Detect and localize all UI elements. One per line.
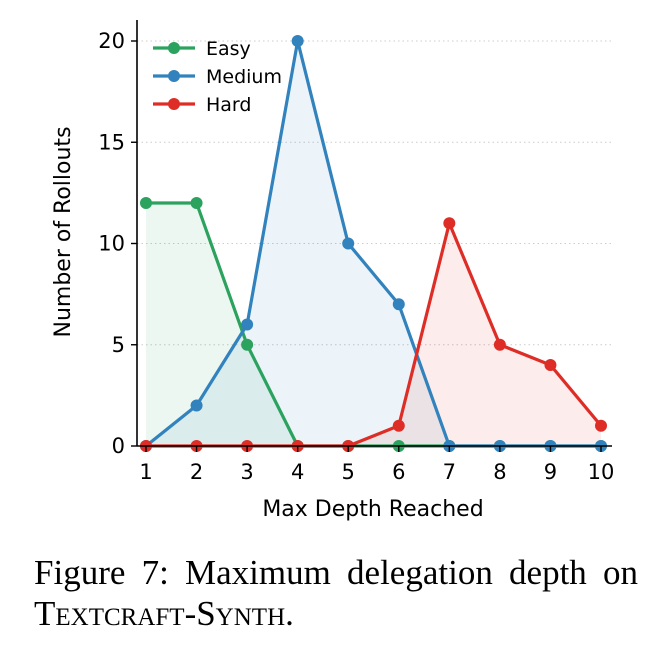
axes: 1 2 3 4 5 6 7 8 9 10 0 5 10 15 20	[98, 20, 614, 484]
data-point-easy	[241, 338, 254, 351]
caption-suffix: .	[285, 594, 294, 633]
caption-dataset-a: Textcraft	[34, 594, 185, 633]
data-point-medium	[291, 35, 304, 47]
line-chart: 1 2 3 4 5 6 7 8 9 10 0 5 10 15 20 Easy Medium Hard Max D…	[51, 20, 614, 522]
caption-dash: -	[184, 594, 197, 633]
data-point-easy	[190, 197, 203, 209]
series-fill-easy	[146, 203, 601, 446]
caption-dataset-b: Synth	[196, 594, 286, 633]
x-tick-label: 5	[342, 460, 355, 484]
x-tick-label: 9	[544, 460, 557, 484]
x-tick-label: 8	[493, 460, 506, 484]
series-fill-hard	[146, 223, 601, 446]
x-tick-label: 10	[588, 460, 615, 484]
data-point-medium	[190, 399, 203, 412]
x-tick-label: 7	[443, 460, 456, 484]
x-axis-label: Max Depth Reached	[262, 497, 483, 522]
data-point-easy	[140, 197, 152, 209]
y-axis-label: Number of Rollouts	[51, 126, 76, 337]
y-tick-label: 5	[112, 333, 125, 357]
x-tick-label: 1	[139, 460, 152, 484]
legend: Easy Medium Hard	[153, 38, 282, 116]
legend-marker-easy	[168, 42, 180, 54]
data-point-medium	[392, 298, 405, 311]
legend-label-medium: Medium	[206, 66, 282, 88]
x-tick-label: 3	[240, 460, 253, 484]
series-fill-medium	[146, 41, 601, 446]
data-point-hard	[595, 419, 607, 432]
area-fills	[146, 41, 601, 446]
legend-label-hard: Hard	[206, 94, 251, 116]
figure-caption: Figure 7: Maximum delegation depth on Te…	[34, 552, 638, 634]
x-tick-label: 4	[291, 460, 304, 484]
data-point-medium	[342, 237, 355, 250]
legend-marker-hard	[168, 98, 180, 110]
y-tick-label: 20	[98, 29, 125, 53]
data-point-medium	[241, 318, 254, 331]
data-point-hard	[493, 338, 506, 351]
legend-marker-medium	[168, 70, 180, 82]
data-point-hard	[392, 419, 405, 432]
x-tick-label: 2	[190, 460, 203, 484]
data-point-hard	[544, 359, 557, 371]
y-tick-label: 10	[98, 232, 125, 256]
caption-prefix: Figure 7: Maximum delegation depth on	[34, 553, 638, 592]
data-point-hard	[443, 217, 456, 230]
y-tick-label: 0	[112, 434, 125, 458]
y-tick-label: 15	[98, 130, 125, 154]
x-tick-label: 6	[392, 460, 405, 484]
legend-label-easy: Easy	[206, 38, 251, 60]
